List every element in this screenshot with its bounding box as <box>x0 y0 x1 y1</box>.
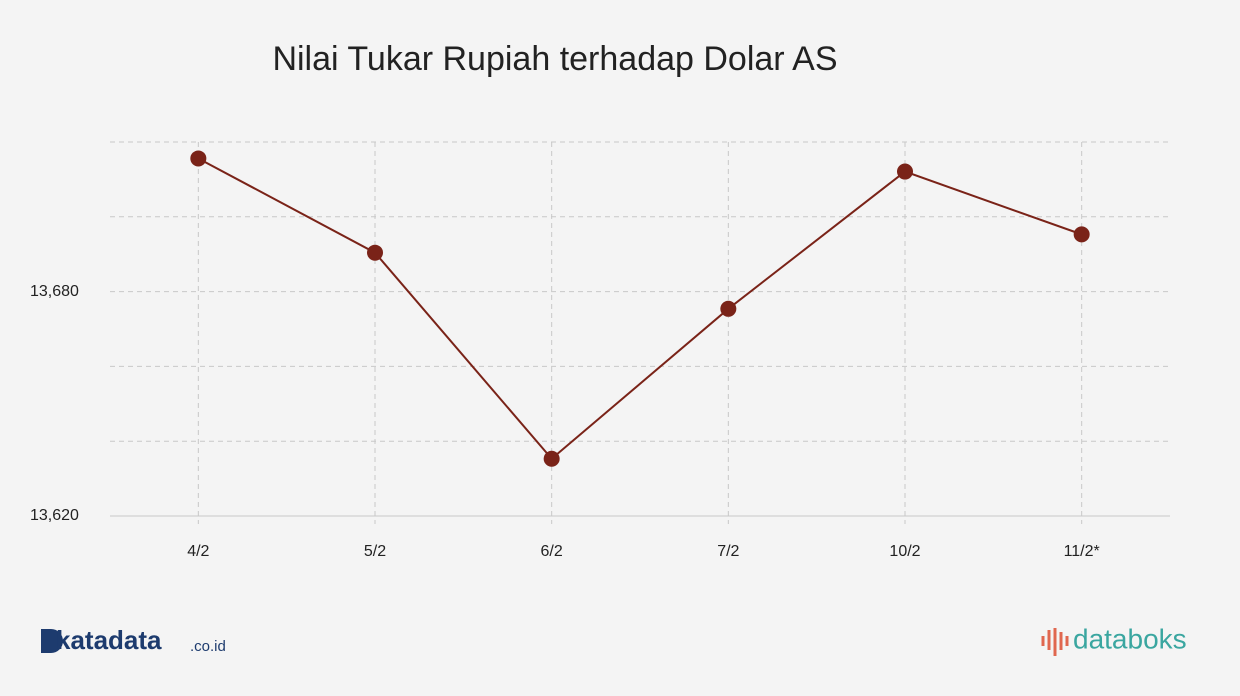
point <box>1073 226 1090 243</box>
x-tick-label: 4/2 <box>187 543 209 560</box>
logo-icon <box>1041 628 1069 656</box>
x-tick-label: 5/2 <box>364 543 386 560</box>
point <box>543 450 560 467</box>
y-tick-label: 13,620 <box>30 507 79 524</box>
x-tick-label: 6/2 <box>541 543 563 560</box>
logo-text: katadata <box>56 625 162 655</box>
chart-title: Nilai Tukar Rupiah terhadap Dolar AS <box>272 40 837 78</box>
katadata-logo: katadata .co.id <box>41 625 226 655</box>
line <box>197 157 1083 461</box>
point <box>190 150 207 167</box>
databoks-logo: databoks <box>1041 623 1187 656</box>
x-tick-label: 10/2 <box>889 543 920 560</box>
point <box>720 300 737 317</box>
x-tick-label: 11/2* <box>1064 543 1100 560</box>
logo-icon <box>41 629 63 653</box>
logo-suffix: .co.id <box>190 638 226 655</box>
point <box>897 163 913 180</box>
x-tick-label: 7/2 <box>717 543 739 560</box>
point <box>367 244 383 261</box>
y-tick-label: 13,680 <box>30 283 79 300</box>
logo-text: databoks <box>1073 623 1187 654</box>
